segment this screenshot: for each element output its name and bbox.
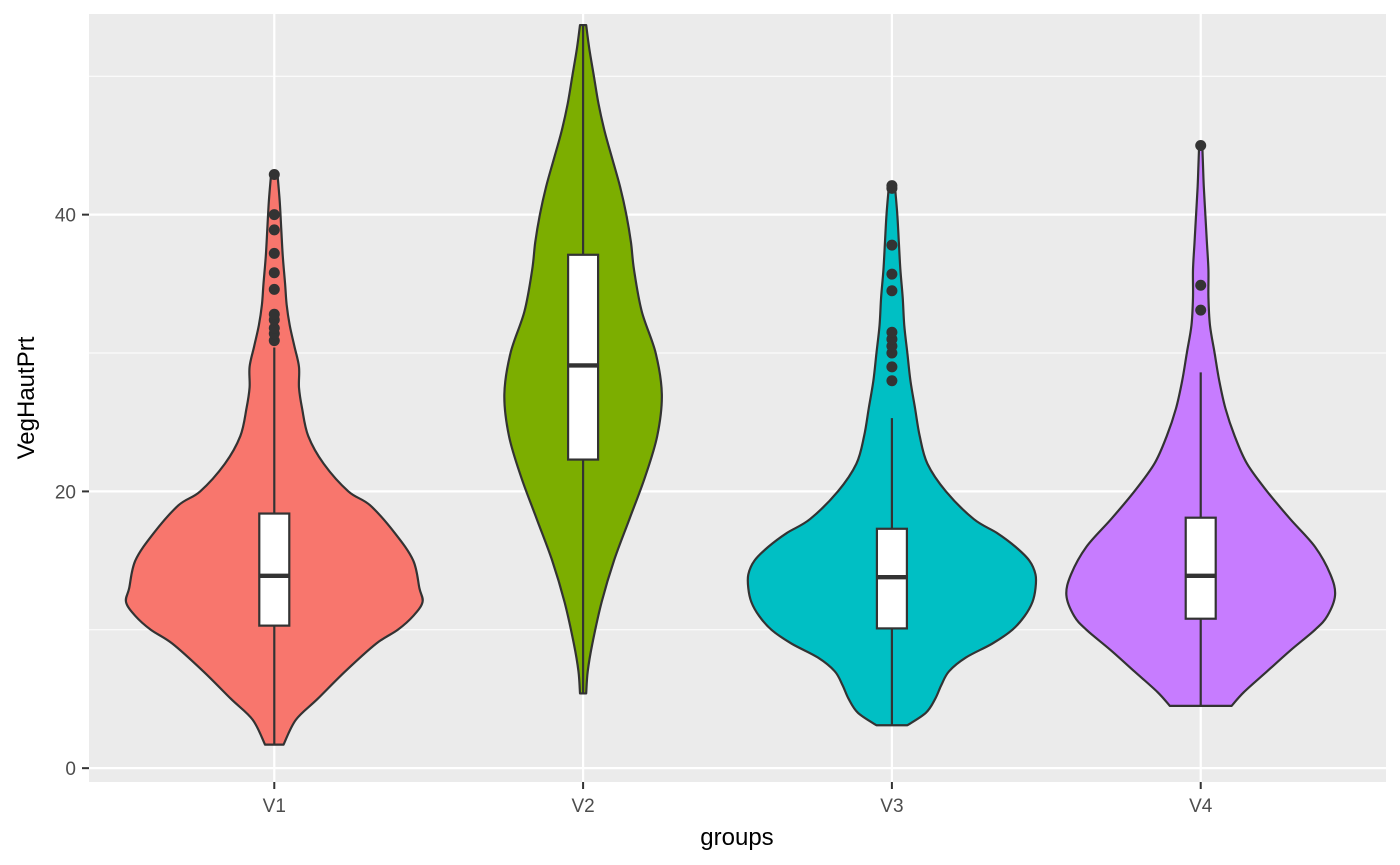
box <box>258 512 291 627</box>
violin-group-v4 <box>1065 139 1337 707</box>
axes: 0 20 40 V1 V2 V3 V4 <box>55 206 1213 817</box>
outlier-point <box>268 169 280 181</box>
x-axis-title: groups <box>700 824 773 851</box>
outlier-point <box>1195 139 1207 151</box>
x-tick-label: V3 <box>880 796 903 817</box>
box <box>566 253 600 461</box>
outlier-point <box>1195 304 1207 316</box>
outlier-point <box>268 267 280 279</box>
outlier-point <box>886 326 898 338</box>
outlier-point <box>886 285 898 297</box>
y-axis-title: VegHautPrt <box>13 336 40 459</box>
violins <box>124 23 1337 746</box>
outlier-point <box>886 239 898 251</box>
x-tick-label: V4 <box>1189 796 1213 817</box>
outlier-point <box>268 322 280 334</box>
outlier-point <box>268 209 280 221</box>
violin-group-v1 <box>124 169 424 746</box>
outlier-point <box>886 361 898 373</box>
outlier-point <box>268 224 280 236</box>
outlier-point <box>268 308 280 320</box>
outlier-point <box>268 247 280 259</box>
y-tick-label: 40 <box>55 206 76 227</box>
x-tick-label: V2 <box>571 796 594 817</box>
outlier-point <box>886 180 898 192</box>
outlier-point <box>886 375 898 387</box>
x-tick-label: V1 <box>263 796 286 817</box>
box <box>1184 516 1217 620</box>
y-tick-label: 20 <box>55 482 76 503</box>
outlier-point <box>1195 279 1207 291</box>
violin-group-v3 <box>746 180 1038 727</box>
violin-group-v2 <box>503 23 663 695</box>
outlier-point <box>886 268 898 280</box>
outlier-point <box>268 283 280 295</box>
y-tick-label: 0 <box>65 759 76 780</box>
